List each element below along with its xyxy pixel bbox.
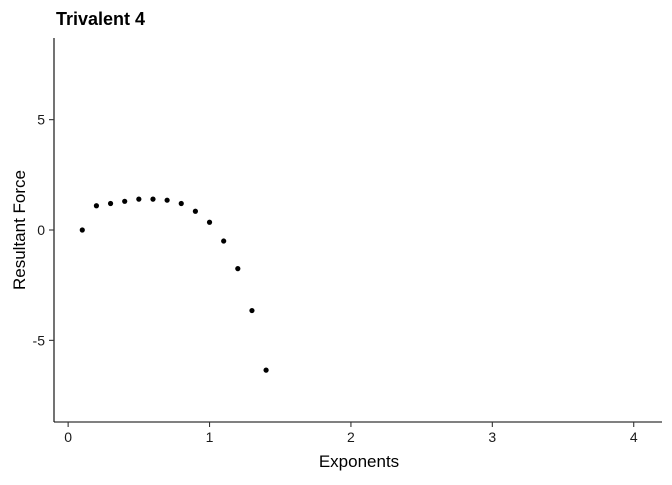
x-tick-label: 1 bbox=[206, 429, 214, 445]
data-point bbox=[164, 197, 170, 203]
y-tick-label: -5 bbox=[33, 332, 46, 348]
data-point bbox=[150, 196, 156, 202]
data-point bbox=[263, 367, 269, 373]
data-point bbox=[136, 196, 142, 202]
x-axis-ticks: 0 1 2 3 4 bbox=[64, 422, 638, 445]
data-point bbox=[79, 227, 85, 233]
data-point bbox=[192, 208, 198, 214]
x-tick-label: 2 bbox=[347, 429, 355, 445]
x-tick-label: 3 bbox=[488, 429, 496, 445]
data-point bbox=[107, 200, 114, 207]
x-tick-label: 4 bbox=[630, 429, 638, 445]
data-point bbox=[235, 266, 241, 272]
data-point bbox=[178, 200, 184, 207]
y-tick-label: 0 bbox=[37, 222, 45, 238]
chart-title: Trivalent 4 bbox=[56, 9, 145, 29]
y-axis-ticks: -5 0 5 bbox=[33, 112, 54, 348]
data-points bbox=[79, 196, 269, 373]
data-point bbox=[249, 307, 255, 314]
y-axis-title: Resultant Force bbox=[10, 170, 29, 290]
x-axis-title: Exponents bbox=[319, 452, 399, 471]
data-point bbox=[122, 198, 128, 204]
data-point bbox=[93, 203, 100, 209]
data-point bbox=[206, 219, 213, 225]
y-tick-label: 5 bbox=[37, 112, 45, 128]
data-point bbox=[221, 238, 227, 244]
axes bbox=[53, 38, 662, 423]
x-tick-label: 0 bbox=[64, 429, 72, 445]
